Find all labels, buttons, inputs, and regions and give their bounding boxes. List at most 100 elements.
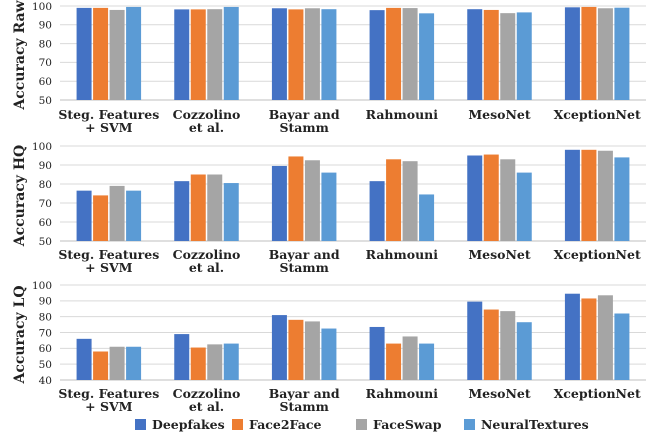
y-tick-label: 60: [39, 343, 52, 355]
bar-face2face: [483, 309, 499, 380]
bar-face2face: [386, 7, 402, 101]
bar-faceswap: [597, 295, 613, 380]
x-tick-label: Bayar and Stamm: [269, 247, 340, 275]
chart-panel-3: 40 50 60 70 80 90 100 Accuracy LQ Steg. Features…: [12, 280, 646, 414]
chart-legend: Deepfakes Face2Face FaceSwap NeuralTextures: [135, 417, 589, 432]
y-tick-label: 90: [39, 160, 52, 172]
bar-deepfakes: [174, 9, 190, 100]
y-tick-label: 100: [32, 141, 52, 153]
legend-swatch: [464, 419, 475, 430]
bar-neuraltextures: [321, 9, 337, 101]
bar-deepfakes: [174, 334, 190, 380]
bar-face2face: [190, 9, 206, 100]
bar-neuraltextures: [614, 313, 630, 380]
bar-deepfakes: [271, 315, 287, 380]
y-tick-label: 100: [32, 280, 52, 292]
bar-neuraltextures: [321, 328, 337, 380]
bar-neuraltextures: [419, 343, 435, 380]
x-tick-label: Cozzolino et al.: [173, 386, 241, 414]
bar-neuraltextures: [321, 172, 337, 241]
bar-deepfakes: [271, 165, 287, 241]
bar-face2face: [581, 6, 597, 100]
x-tick-label: Rahmouni: [366, 386, 439, 401]
bar-neuraltextures: [516, 322, 532, 380]
y-tick-label: 100: [32, 1, 52, 13]
bar-face2face: [288, 156, 304, 241]
bar-face2face: [483, 9, 499, 101]
legend-label: NeuralTextures: [481, 417, 589, 432]
bar-faceswap: [402, 161, 418, 241]
bar-deepfakes: [369, 10, 385, 100]
x-tick-label: XceptionNet: [554, 107, 641, 122]
bar-deepfakes: [174, 181, 190, 241]
x-tick-label: XceptionNet: [554, 247, 641, 262]
bar-face2face: [483, 154, 499, 241]
bar-faceswap: [402, 336, 418, 380]
x-tick-label: Steg. Features + SVM: [58, 386, 159, 414]
x-tick-label: Rahmouni: [366, 247, 439, 262]
legend-item: Deepfakes: [135, 417, 225, 432]
bar-faceswap: [304, 160, 320, 241]
x-tick-label: Cozzolino et al.: [173, 247, 241, 275]
legend-label: Deepfakes: [152, 417, 225, 432]
y-axis-label: Accuracy LQ: [12, 285, 28, 384]
x-tick-label: MesoNet: [468, 386, 531, 401]
bar-face2face: [93, 351, 109, 380]
y-tick-label: 90: [39, 296, 52, 308]
y-tick-label: 80: [39, 311, 52, 323]
bar-neuraltextures: [126, 190, 142, 241]
bar-face2face: [288, 319, 304, 380]
bar-face2face: [93, 195, 109, 241]
x-tick-label: Steg. Features + SVM: [58, 107, 159, 135]
legend-swatch: [356, 419, 367, 430]
bar-neuraltextures: [126, 6, 142, 100]
bar-neuraltextures: [126, 346, 142, 380]
y-tick-label: 50: [39, 95, 52, 107]
bar-deepfakes: [369, 326, 385, 380]
y-axis-label: Accuracy HQ: [12, 145, 28, 248]
bar-faceswap: [109, 9, 125, 101]
chart-panel-2: 50 60 70 80 90 100 Accuracy HQ Steg. Features + …: [12, 141, 646, 275]
bar-deepfakes: [76, 190, 92, 241]
bar-neuraltextures: [223, 343, 239, 380]
bar-faceswap: [207, 174, 223, 241]
bar-faceswap: [597, 8, 613, 101]
bar-face2face: [93, 7, 109, 101]
x-tick-label: XceptionNet: [554, 386, 641, 401]
y-tick-label: 60: [39, 76, 52, 88]
bar-faceswap: [109, 346, 125, 380]
bar-deepfakes: [564, 149, 580, 241]
y-tick-label: 70: [39, 57, 52, 69]
legend-swatch: [135, 419, 146, 430]
bar-deepfakes: [271, 8, 287, 101]
bar-deepfakes: [76, 7, 92, 101]
bar-faceswap: [597, 150, 613, 241]
legend-item: NeuralTextures: [464, 417, 589, 432]
y-axis-label: Accuracy Raw: [12, 0, 28, 111]
y-tick-label: 70: [39, 198, 52, 210]
x-tick-label: Rahmouni: [366, 107, 439, 122]
y-tick-label: 90: [39, 20, 52, 32]
bar-neuraltextures: [614, 157, 630, 241]
bar-deepfakes: [564, 7, 580, 100]
legend-label: Face2Face: [249, 417, 321, 432]
bar-deepfakes: [369, 181, 385, 241]
bar-neuraltextures: [419, 194, 435, 241]
bar-neuraltextures: [223, 6, 239, 100]
bar-neuraltextures: [516, 12, 532, 101]
chart-panel-1: 50 60 70 80 90 100 Accuracy Raw Steg. Features +…: [12, 0, 646, 135]
bar-faceswap: [207, 344, 223, 380]
bar-face2face: [581, 149, 597, 241]
bar-face2face: [288, 9, 304, 100]
bar-faceswap: [500, 13, 516, 101]
bar-faceswap: [500, 159, 516, 241]
y-tick-label: 70: [39, 327, 52, 339]
bar-faceswap: [500, 311, 516, 380]
bar-faceswap: [304, 8, 320, 101]
legend-item: Face2Face: [232, 417, 321, 432]
y-tick-label: 60: [39, 217, 52, 229]
bar-neuraltextures: [516, 172, 532, 241]
bar-deepfakes: [467, 155, 483, 241]
bar-face2face: [190, 347, 206, 380]
y-tick-label: 50: [39, 359, 52, 371]
